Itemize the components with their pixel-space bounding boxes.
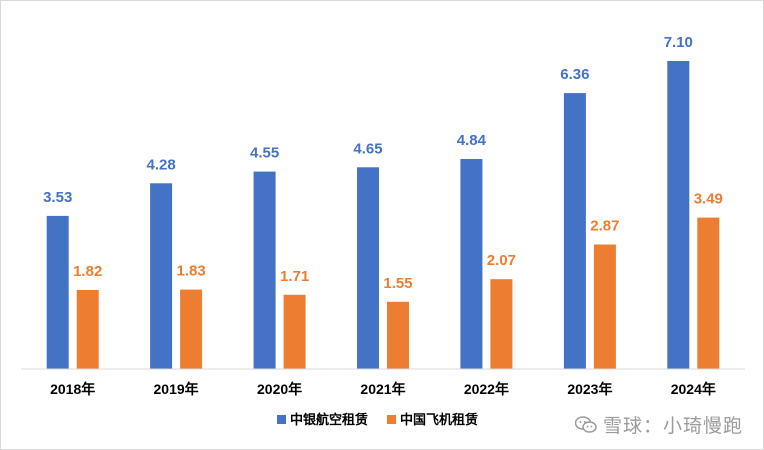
bar-cald-1 bbox=[180, 289, 203, 369]
bar-cald-4 bbox=[490, 279, 513, 369]
value-label-boc-aviation-2: 4.55 bbox=[250, 145, 279, 162]
value-label-boc-aviation-1: 4.28 bbox=[146, 156, 175, 173]
bar-boc-aviation-0 bbox=[46, 215, 69, 369]
value-labels-group: 3.53 1.82 4.28 1.83 4.55 1.71 4.65 1.55 4.84 2.07… bbox=[43, 34, 723, 292]
x-tick-label-1: 2019年 bbox=[154, 381, 199, 397]
bar-cald-5 bbox=[593, 244, 616, 369]
value-label-boc-aviation-6: 7.10 bbox=[664, 34, 693, 51]
value-label-cald-5: 2.87 bbox=[590, 218, 619, 235]
bar-boc-aviation-3 bbox=[357, 167, 379, 369]
x-tick-label-5: 2023年 bbox=[567, 381, 612, 397]
value-label-cald-3: 1.55 bbox=[383, 275, 412, 292]
x-tick-label-0: 2018年 bbox=[50, 381, 95, 397]
bar-boc-aviation-2 bbox=[253, 171, 276, 369]
value-label-boc-aviation-5: 6.36 bbox=[560, 66, 589, 83]
bar-cald-2 bbox=[283, 294, 306, 369]
bar-cald-0 bbox=[76, 290, 99, 369]
value-label-cald-1: 1.83 bbox=[176, 263, 205, 280]
value-label-boc-aviation-4: 4.84 bbox=[457, 132, 487, 149]
legend-swatch-0 bbox=[277, 415, 286, 424]
value-label-boc-aviation-0: 3.53 bbox=[43, 189, 72, 206]
bars-group bbox=[46, 61, 720, 369]
bar-boc-aviation-5 bbox=[563, 93, 586, 369]
bar-boc-aviation-6 bbox=[667, 61, 690, 369]
bar-boc-aviation-1 bbox=[150, 183, 173, 369]
x-tick-label-6: 2024年 bbox=[671, 381, 716, 397]
watermark-text: 雪球：小琦慢跑 bbox=[602, 415, 743, 437]
x-tick-label-2: 2020年 bbox=[257, 381, 302, 397]
legend: 中银航空租赁 中国飞机租赁 bbox=[277, 412, 478, 427]
x-tick-labels-group: 2018年 2019年 2020年 2021年 2022年 2023年 2024年 bbox=[50, 381, 716, 397]
value-label-cald-2: 1.71 bbox=[280, 268, 309, 285]
watermark: 雪球：小琦慢跑 bbox=[574, 411, 743, 438]
legend-label-0: 中银航空租赁 bbox=[290, 412, 368, 427]
x-tick-label-3: 2021年 bbox=[360, 381, 405, 397]
legend-label-1: 中国飞机租赁 bbox=[400, 412, 478, 427]
legend-swatch-1 bbox=[387, 415, 396, 424]
bar-cald-6 bbox=[697, 217, 720, 369]
bar-boc-aviation-4 bbox=[460, 159, 483, 369]
x-tick-label-4: 2022年 bbox=[464, 381, 509, 397]
bar-cald-3 bbox=[387, 301, 409, 369]
value-label-cald-0: 1.82 bbox=[73, 263, 102, 280]
value-label-cald-6: 3.49 bbox=[694, 191, 723, 208]
value-label-cald-4: 2.07 bbox=[487, 252, 516, 269]
value-label-boc-aviation-3: 4.65 bbox=[353, 140, 382, 157]
wechat-icon bbox=[574, 415, 597, 434]
